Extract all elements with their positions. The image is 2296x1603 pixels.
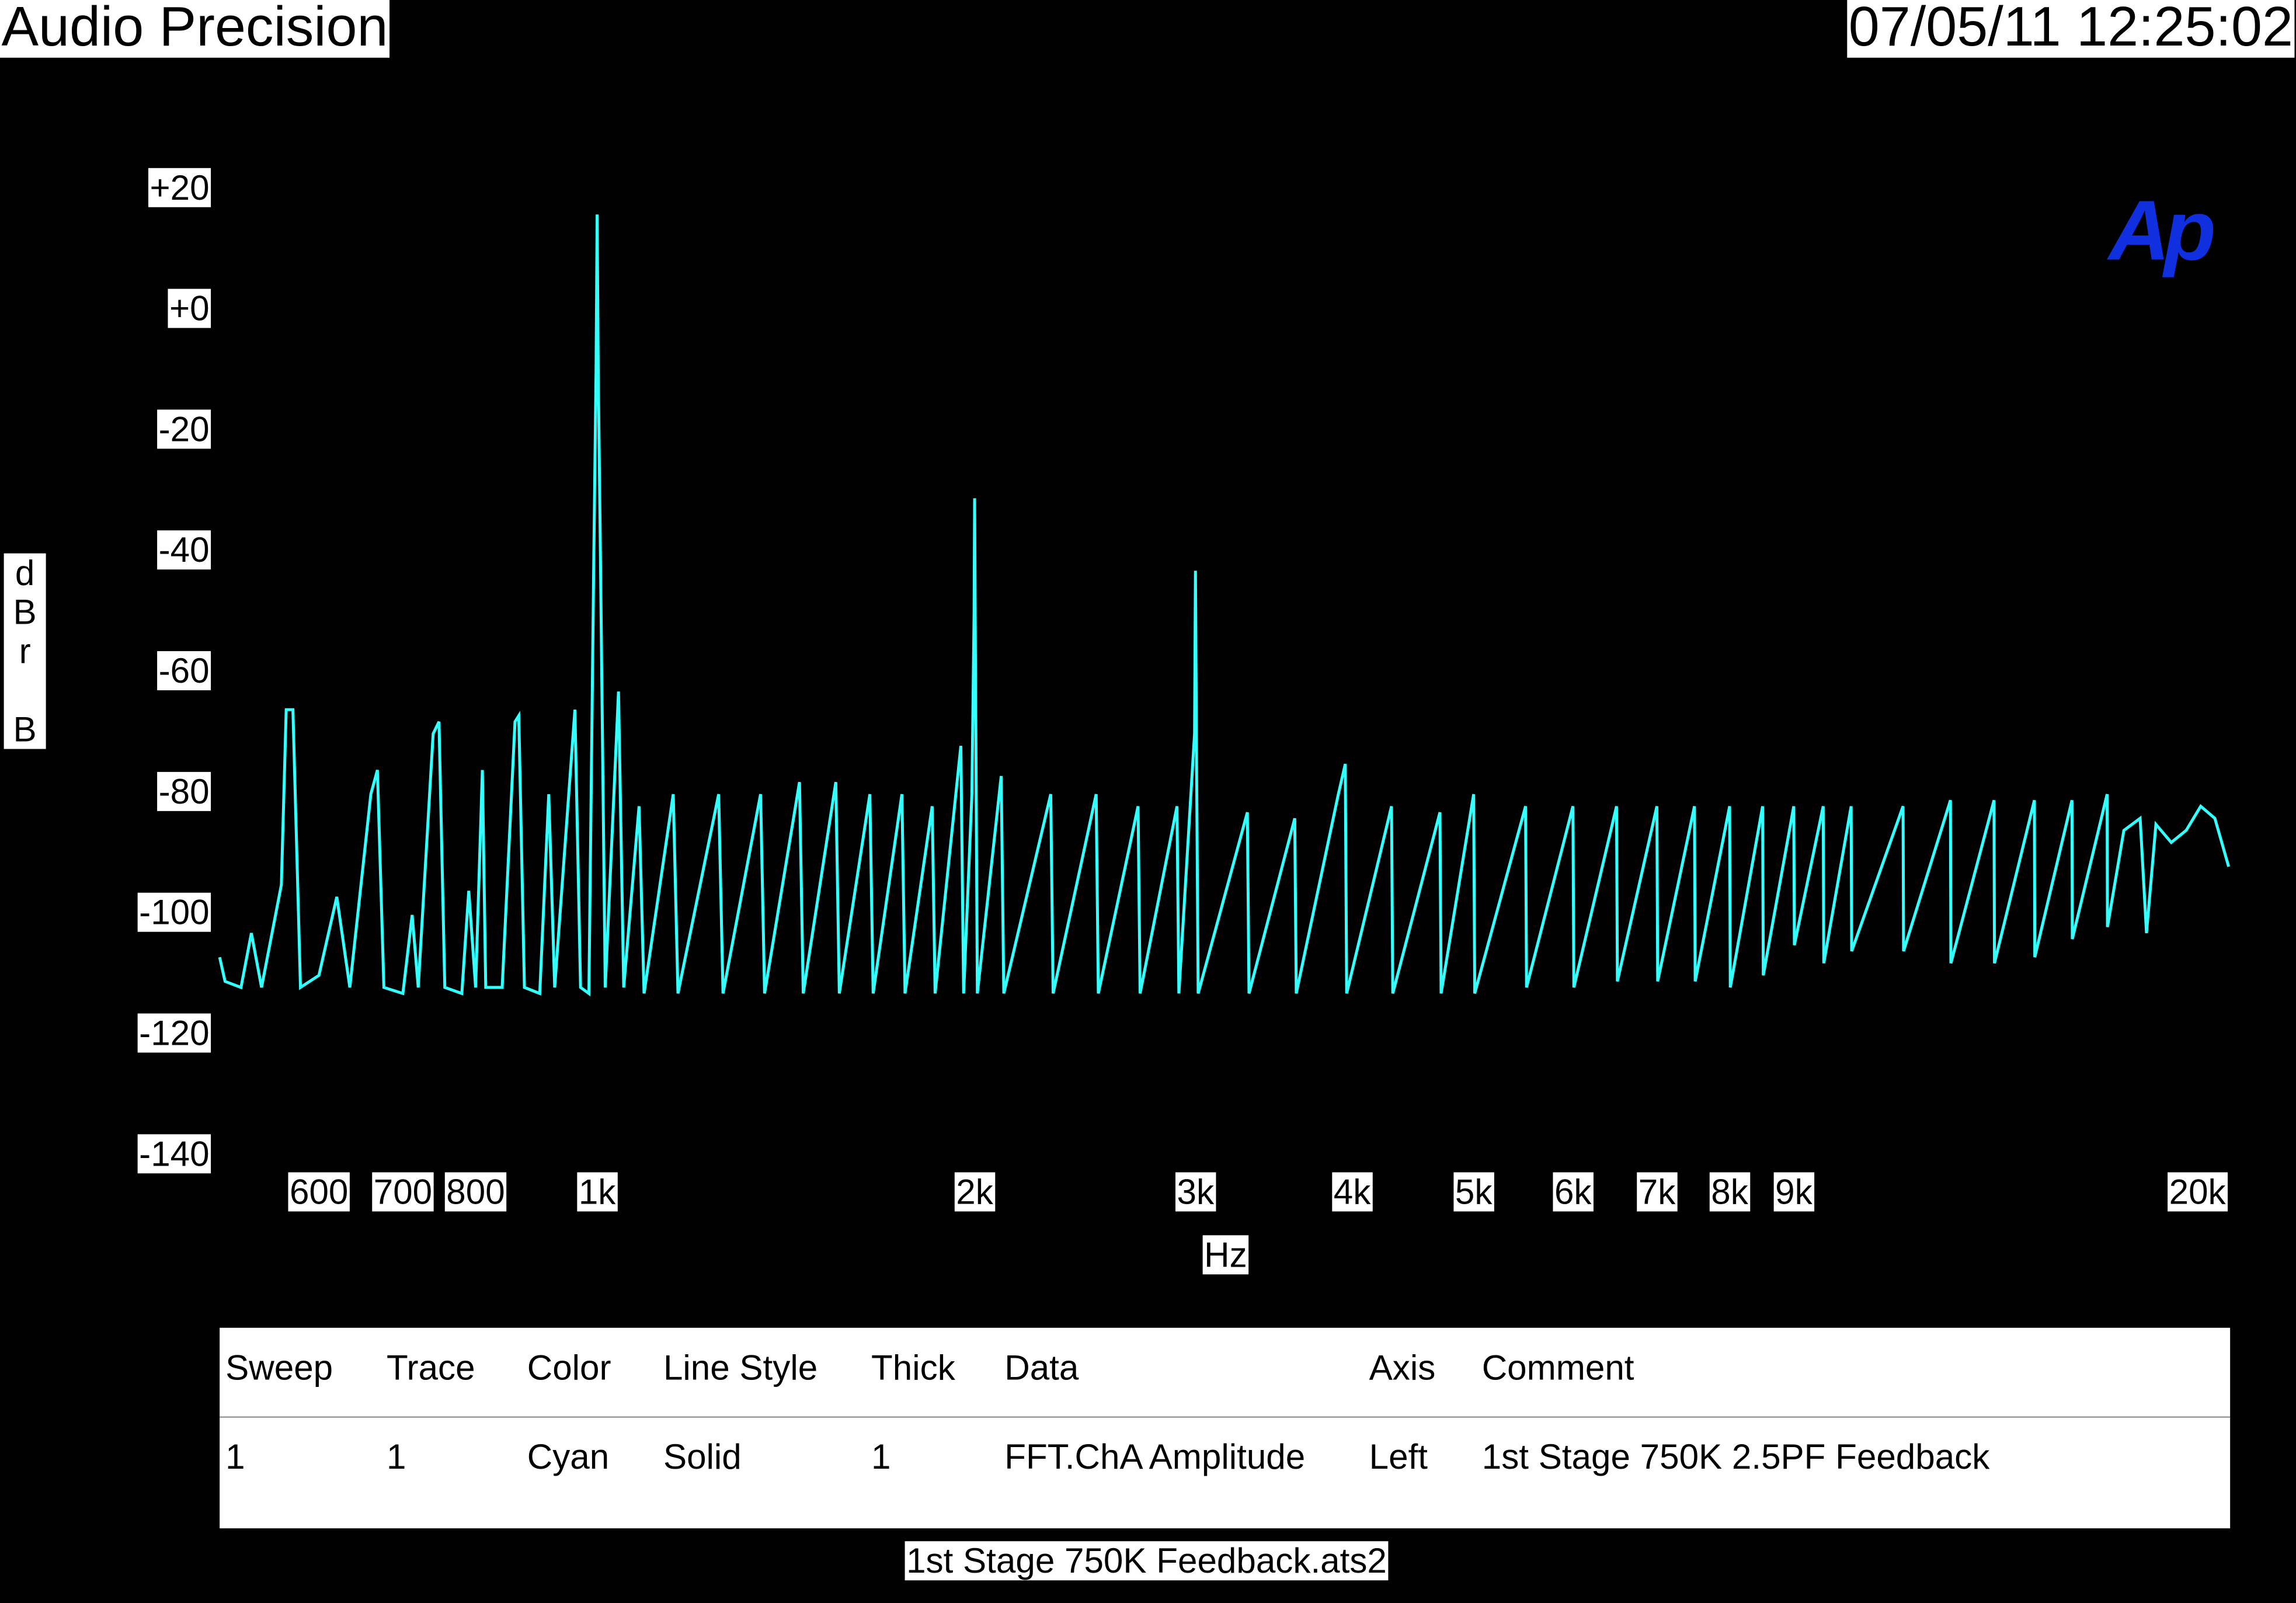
label-box — [137, 1134, 211, 1174]
label-box — [0, 0, 390, 58]
x-tick-label: 3k — [1177, 1172, 1214, 1211]
label-box — [1453, 1172, 1494, 1212]
y-axis-label: dBr B — [5, 554, 44, 749]
label-box — [1709, 1172, 1751, 1212]
label-box — [577, 1172, 618, 1212]
x-tick-label: 5k — [1455, 1172, 1493, 1211]
table-header: Line Style — [663, 1348, 817, 1387]
label-box — [137, 892, 211, 932]
y-tick-label: +0 — [169, 289, 210, 328]
table-cell: 1st Stage 750K 2.5PF Feedback — [1482, 1437, 1991, 1476]
label-box — [444, 1172, 507, 1212]
label-box — [2168, 1172, 2228, 1212]
label-box — [148, 168, 211, 207]
x-tick-label: 700 — [374, 1172, 432, 1211]
table-header: Sweep — [225, 1348, 333, 1387]
y-tick-label: +20 — [150, 168, 210, 207]
label-box — [137, 1013, 211, 1053]
y-tick-label: -40 — [159, 530, 210, 569]
y-tick-label: -80 — [159, 772, 210, 811]
table-header: Comment — [1482, 1348, 1634, 1387]
x-tick-label: 6k — [1554, 1172, 1592, 1211]
table-header: Axis — [1369, 1348, 1436, 1387]
table-cell: 1 — [871, 1437, 890, 1476]
y-tick-label: -20 — [159, 409, 210, 448]
label-box — [1553, 1172, 1594, 1212]
table-cell: Cyan — [527, 1437, 609, 1476]
table-header: Data — [1004, 1348, 1079, 1387]
label-box — [157, 409, 211, 449]
label-box — [4, 553, 46, 749]
x-tick-label: 7k — [1638, 1172, 1676, 1211]
label-box — [168, 288, 211, 328]
table-cell: Left — [1369, 1437, 1428, 1476]
label-box — [1847, 0, 2295, 58]
label-box — [905, 1541, 1389, 1581]
x-tick-label: 1k — [579, 1172, 616, 1211]
x-tick-label: 9k — [1775, 1172, 1813, 1211]
label-box — [372, 1172, 434, 1212]
table-cell: 1 — [387, 1437, 406, 1476]
y-tick-label: -60 — [159, 651, 210, 690]
label-box — [1773, 1172, 1815, 1212]
y-tick-label: -120 — [139, 1013, 209, 1052]
legend-table — [220, 1327, 2231, 1529]
label-box — [954, 1172, 996, 1212]
x-tick-label: 8k — [1711, 1172, 1748, 1211]
table-cell: Solid — [663, 1437, 742, 1476]
logo: Ap — [2107, 183, 2214, 278]
y-tick-label: -100 — [139, 893, 209, 932]
label-box — [288, 1172, 350, 1212]
x-tick-label: 600 — [290, 1172, 348, 1211]
y-tick-label: -140 — [139, 1134, 209, 1173]
x-tick-label: 800 — [446, 1172, 505, 1211]
x-tick-label: 4k — [1334, 1172, 1371, 1211]
label-box — [157, 771, 211, 811]
table-header: Thick — [871, 1348, 956, 1387]
table-header: Trace — [387, 1348, 475, 1387]
trace — [218, 214, 2231, 997]
label-box — [1202, 1235, 1249, 1275]
table-header: Color — [527, 1348, 611, 1387]
label-box — [157, 530, 211, 570]
table-cell: FFT.ChA Amplitude — [1004, 1437, 1305, 1476]
label-box — [1332, 1172, 1373, 1212]
x-tick-label: 2k — [956, 1172, 993, 1211]
table-cell: 1 — [225, 1437, 245, 1476]
x-tick-label: 20k — [2169, 1172, 2227, 1211]
label-box — [157, 651, 211, 691]
label-box — [1637, 1172, 1678, 1212]
x-axis-label: Hz — [1204, 1235, 1247, 1274]
label-box — [1175, 1172, 1216, 1212]
header-left: Audio Precision — [2, 0, 388, 58]
header-right: 07/05/11 12:25:02 — [1849, 0, 2293, 58]
footer: 1st Stage 750K Feedback.ats2 — [906, 1541, 1387, 1580]
